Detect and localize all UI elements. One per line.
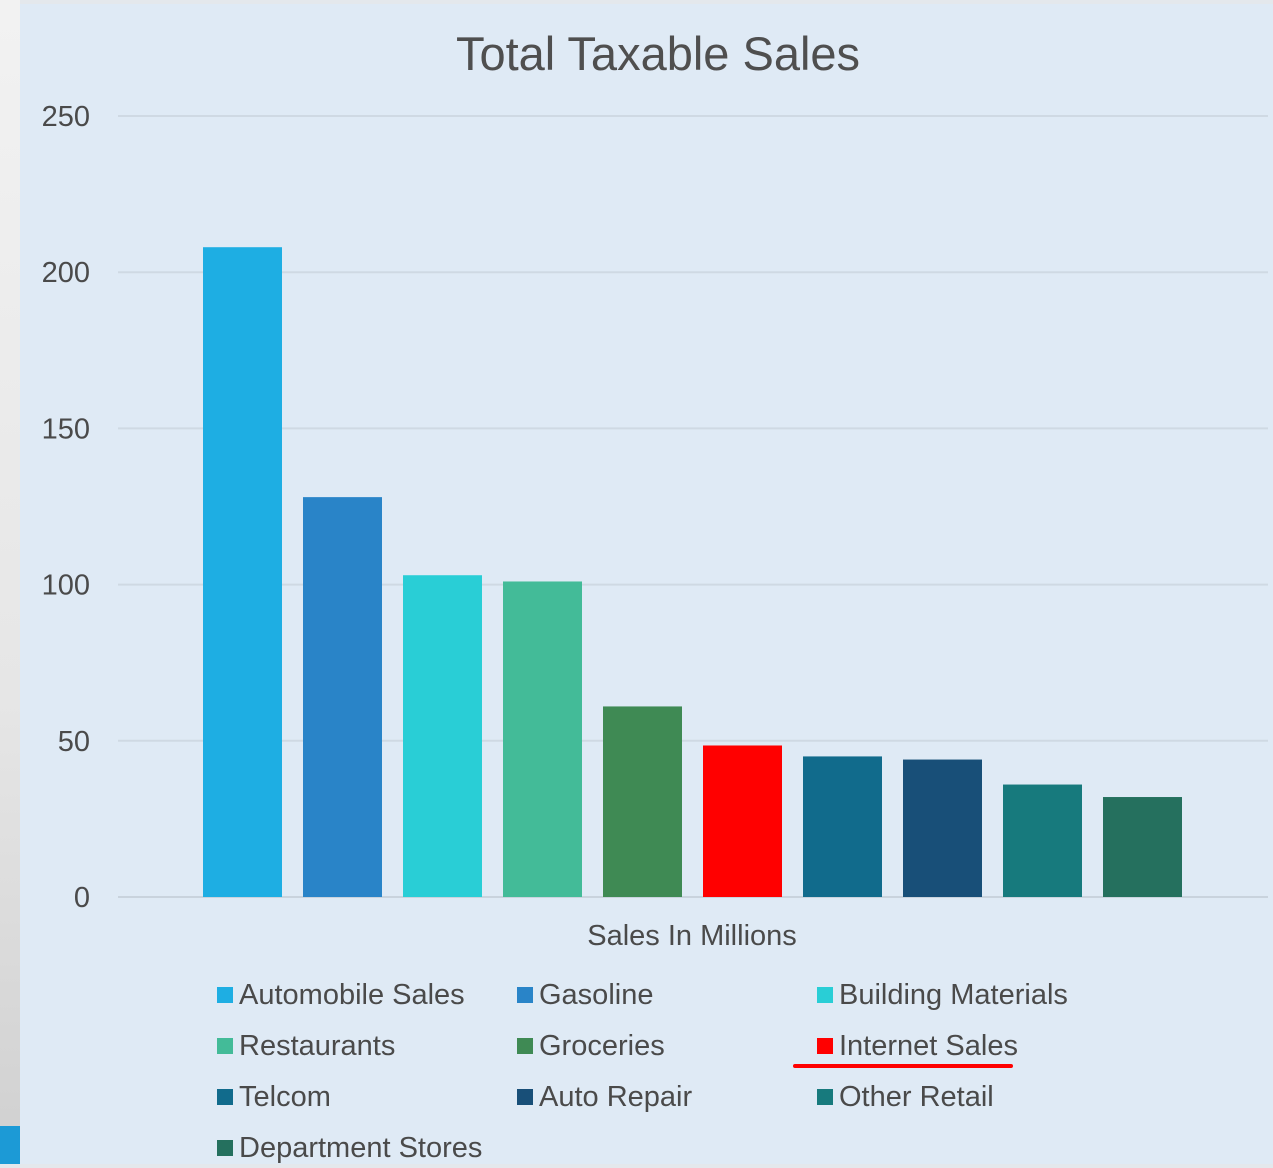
legend-label: Gasoline <box>539 978 654 1011</box>
legend-label: Auto Repair <box>539 1080 693 1113</box>
bar-internet-sales <box>703 745 782 897</box>
y-tick-label: 100 <box>42 570 90 602</box>
legend-swatch <box>217 1089 233 1105</box>
bar-auto-repair <box>903 759 982 897</box>
legend-label: Other Retail <box>839 1080 994 1113</box>
legend-swatch <box>517 1038 533 1054</box>
legend-swatch <box>517 987 533 1003</box>
legend-label: Restaurants <box>239 1029 396 1062</box>
legend-label: Internet Sales <box>839 1029 1018 1062</box>
bar-building-materials <box>403 575 482 897</box>
chart-title: Total Taxable Sales <box>456 27 860 80</box>
y-axis: 0 50 100 150 200 250 <box>42 101 90 914</box>
bar-automobile-sales <box>203 247 282 897</box>
y-tick-label: 150 <box>42 413 90 445</box>
legend-item-restaurants: Restaurants <box>217 1026 395 1066</box>
legend-label: Telcom <box>239 1080 331 1113</box>
bar-restaurants <box>503 581 582 897</box>
background-window-strip <box>0 0 20 1164</box>
y-tick-label: 250 <box>42 101 90 133</box>
internet-sales-underline <box>793 1064 1013 1068</box>
legend-swatch <box>517 1089 533 1105</box>
legend-swatch <box>217 987 233 1003</box>
legend-item-internet-sales: Internet Sales <box>817 1026 1018 1066</box>
legend-item-auto-repair: Auto Repair <box>517 1077 692 1117</box>
legend-swatch <box>217 1140 233 1156</box>
y-tick-label: 0 <box>74 882 90 914</box>
legend-swatch <box>217 1038 233 1054</box>
legend-item-groceries: Groceries <box>517 1026 665 1066</box>
legend-swatch <box>817 1089 833 1105</box>
legend-item-building-materials: Building Materials <box>817 975 1068 1015</box>
bar-other-retail <box>1003 784 1082 897</box>
legend-item-telcom: Telcom <box>217 1077 331 1117</box>
legend-item-other-retail: Other Retail <box>817 1077 994 1117</box>
legend-label: Automobile Sales <box>239 978 465 1011</box>
legend-item-department-stores: Department Stores <box>217 1128 482 1168</box>
legend-item-gasoline: Gasoline <box>517 975 653 1015</box>
legend-item-automobile-sales: Automobile Sales <box>217 975 465 1015</box>
bar-gasoline <box>303 497 382 897</box>
legend-label: Groceries <box>539 1029 665 1062</box>
x-axis-label: Sales In Millions <box>587 920 797 952</box>
y-tick-label: 50 <box>58 726 90 758</box>
background-window-tab <box>0 1126 20 1164</box>
bar-department-stores <box>1103 797 1182 897</box>
y-tick-label: 200 <box>42 257 90 289</box>
bars <box>203 247 1182 897</box>
bar-telcom <box>803 756 882 897</box>
legend-swatch <box>817 987 833 1003</box>
legend-label: Department Stores <box>239 1131 483 1164</box>
legend-swatch <box>817 1038 833 1054</box>
grid-lines <box>118 115 1268 898</box>
legend-label: Building Materials <box>839 978 1068 1011</box>
bar-groceries <box>603 706 682 897</box>
